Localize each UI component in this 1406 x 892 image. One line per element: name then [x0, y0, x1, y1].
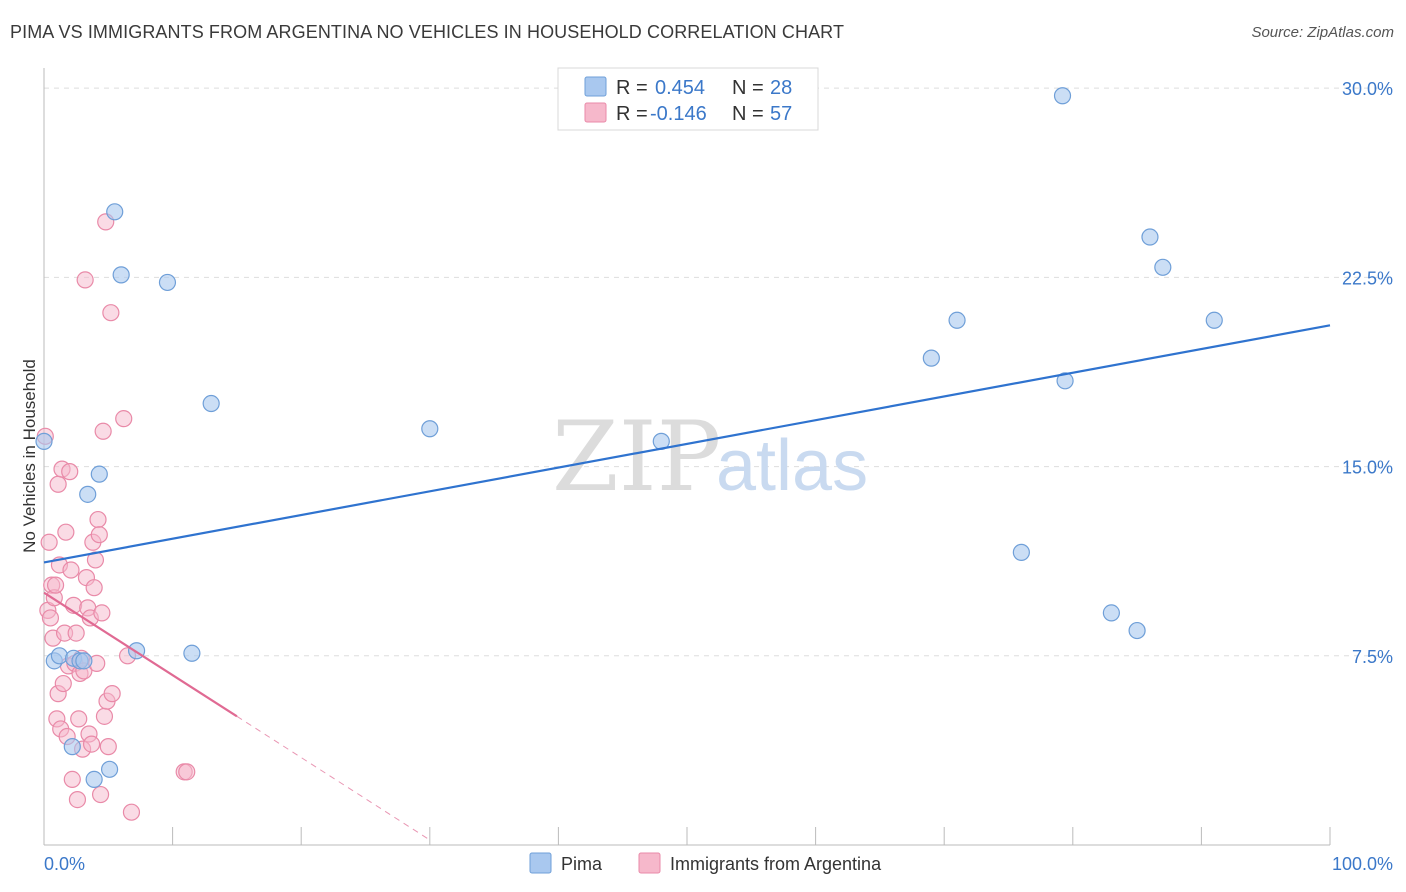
argentina-point — [54, 674, 72, 693]
legend-swatch-argentina — [584, 102, 607, 123]
bottom-legend-swatch-pima — [529, 852, 552, 874]
argentina-point — [67, 624, 85, 642]
legend-n-label-pima: N = — [732, 77, 764, 99]
legend-n-value-argentina: 57 — [770, 103, 792, 125]
argentina-point — [76, 271, 94, 289]
legend-swatch-pima — [584, 76, 607, 97]
watermark: ZIP atlas — [552, 401, 868, 513]
pima-point — [1141, 228, 1159, 246]
pima-point — [50, 647, 69, 665]
y-tick-labels: 7.5% 15.0% 22.5% 30.0% — [1342, 79, 1393, 667]
argentina-trend-line — [43, 591, 238, 718]
pima-point — [112, 266, 130, 284]
y-tick-label: 30.0% — [1342, 79, 1393, 99]
argentina-point — [122, 803, 141, 821]
argentina-point — [57, 523, 75, 541]
pima-point — [421, 420, 439, 438]
pima-point — [202, 394, 220, 413]
pima-point — [1128, 621, 1146, 640]
pima-point — [1012, 543, 1030, 561]
argentina-point — [94, 422, 112, 440]
pima-point — [79, 485, 97, 503]
series-legend: Pima Immigrants from Argentina — [529, 852, 882, 874]
x-tick-label-max: 100.0% — [1332, 854, 1393, 874]
x-axis-ticks — [43, 827, 1331, 845]
pima-trend-line — [43, 324, 1331, 564]
x-tick-label-min: 0.0% — [44, 854, 85, 874]
pima-point — [106, 203, 124, 221]
legend-n-label-argentina: N = — [732, 103, 764, 125]
watermark-zip: ZIP — [552, 401, 721, 513]
trend-lines — [43, 324, 1331, 841]
argentina-point — [91, 785, 110, 804]
source-credit: Source: ZipAtlas.com — [1251, 24, 1394, 41]
pima-point — [1102, 604, 1120, 622]
argentina-point — [95, 707, 114, 725]
argentina-point — [40, 533, 58, 551]
pima-point — [100, 760, 119, 778]
correlation-legend: R = 0.454 N = 28 R = -0.146 N = 57 — [557, 67, 819, 131]
pima-point — [1053, 87, 1072, 105]
pima-point — [75, 652, 93, 670]
pima-point — [158, 273, 177, 292]
pima-point — [1205, 311, 1223, 329]
pima-point — [90, 465, 108, 483]
pima-point — [85, 770, 103, 789]
y-tick-label: 22.5% — [1342, 268, 1393, 288]
legend-r-label-pima: R = — [616, 77, 648, 99]
bottom-legend-label-pima: Pima — [561, 854, 603, 874]
bottom-legend-swatch-argentina — [638, 852, 661, 874]
pima-point — [35, 432, 53, 450]
legend-r-value-pima: 0.454 — [655, 77, 705, 99]
argentina-point — [93, 604, 111, 622]
argentina-point — [89, 510, 107, 529]
legend-r-label-argentina: R = — [616, 103, 648, 125]
argentina-point — [61, 463, 79, 481]
y-tick-label: 7.5% — [1352, 647, 1393, 667]
watermark-atlas: atlas — [716, 426, 868, 506]
argentina-point — [115, 410, 133, 428]
argentina-point — [46, 576, 65, 594]
argentina-point — [70, 710, 88, 728]
pima-point — [63, 738, 81, 756]
y-axis-label: No Vehicles in Household — [20, 359, 39, 553]
argentina-points — [36, 213, 196, 821]
argentina-point — [178, 763, 196, 781]
argentina-point — [102, 304, 120, 322]
bottom-legend-label-argentina: Immigrants from Argentina — [670, 854, 882, 874]
pima-point — [1154, 258, 1172, 276]
legend-n-value-pima: 28 — [770, 77, 792, 99]
legend-r-value-argentina: -0.146 — [650, 103, 707, 125]
pima-point — [922, 349, 940, 367]
pima-points — [35, 87, 1223, 789]
argentina-point — [82, 735, 101, 753]
argentina-point — [62, 561, 80, 579]
argentina-point — [103, 685, 121, 703]
argentina-point — [99, 738, 117, 756]
argentina-point — [49, 475, 67, 493]
gridlines — [44, 87, 1393, 657]
argentina-point — [90, 526, 108, 544]
argentina-point — [41, 609, 60, 627]
argentina-point — [85, 579, 103, 597]
argentina-trend-extrapolated — [236, 715, 431, 841]
argentina-point — [68, 790, 87, 809]
pima-point — [948, 311, 966, 329]
y-tick-label: 15.0% — [1342, 458, 1393, 478]
argentina-point — [63, 770, 81, 789]
chart-title: PIMA VS IMMIGRANTS FROM ARGENTINA NO VEH… — [10, 22, 845, 42]
pima-point — [183, 644, 201, 662]
pima-point — [1056, 372, 1074, 390]
